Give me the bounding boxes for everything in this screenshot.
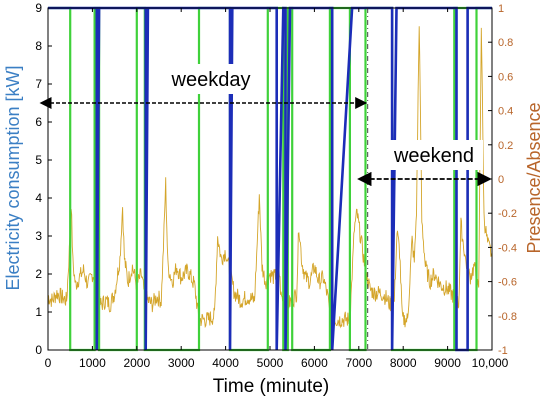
- y-axis-right-label: Presence/Absence: [524, 102, 544, 253]
- y-left-tick-label: 4: [35, 191, 42, 205]
- weekend-label-bg: [387, 140, 483, 170]
- y-right-tick-label: -0.2: [498, 208, 517, 220]
- y-right-tick-label: 1: [498, 3, 504, 15]
- x-tick-label: 3000: [168, 356, 195, 370]
- y-right-tick-label: -0.6: [498, 277, 517, 289]
- weekday-label-bg: [165, 64, 257, 94]
- y-right-tick-label: 0.4: [498, 106, 513, 118]
- x-tick-label: 9000: [434, 356, 461, 370]
- y-left-tick-label: 1: [35, 305, 42, 319]
- weekday-label: weekday: [171, 69, 251, 91]
- x-tick-label: 6000: [301, 356, 328, 370]
- y-left-tick-label: 6: [35, 115, 42, 129]
- y-left-tick-label: 3: [35, 229, 42, 243]
- y-right-tick-label: 0.8: [498, 37, 513, 49]
- y-left-tick-label: 5: [35, 153, 42, 167]
- y-left-tick-label: 2: [35, 267, 42, 281]
- weekend-label: weekend: [393, 145, 474, 167]
- y-axis-left-label: Electricity consumption [kW]: [3, 65, 23, 290]
- y-right-tick-label: 0.6: [498, 71, 513, 83]
- x-tick-label: 10,000: [472, 356, 509, 370]
- plot-area: weekday weekend 0 1000 2000 3000 4000 5000 6000 7…: [35, 1, 517, 370]
- x-tick-label: 2000: [123, 356, 150, 370]
- y-left-tick-label: 9: [35, 1, 42, 15]
- y-right-tick-label: 0: [498, 174, 504, 186]
- y-right-tick-label: 0.2: [498, 140, 513, 152]
- y-left-tick-label: 8: [35, 39, 42, 53]
- x-tick-label: 4000: [212, 356, 239, 370]
- x-axis-label: Time (minute): [213, 376, 329, 397]
- x-tick-label: 8000: [390, 356, 417, 370]
- x-tick-label: 5000: [257, 356, 284, 370]
- consumption-series: [47, 26, 492, 329]
- y-left-tick-label: 0: [35, 343, 42, 357]
- y-left-tick-label: 7: [35, 77, 42, 91]
- y-right-tick-label: -0.4: [498, 242, 517, 254]
- x-tick-label: 1000: [79, 356, 106, 370]
- y-right-tick-label: -0.8: [498, 311, 517, 323]
- x-tick-label: 0: [45, 356, 52, 370]
- y-right-tick-label: -1: [498, 345, 508, 357]
- x-tick-label: 7000: [345, 356, 372, 370]
